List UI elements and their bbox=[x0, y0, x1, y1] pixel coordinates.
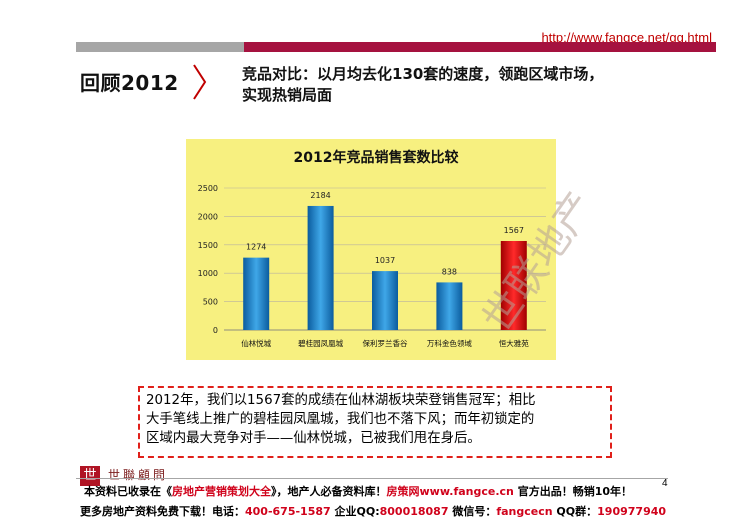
y-tick-label: 1500 bbox=[198, 241, 218, 250]
footer-divider bbox=[76, 478, 668, 479]
source-url[interactable]: http://www.fangce.net/gg.html bbox=[541, 30, 712, 45]
x-tick-label: 仙林悦城 bbox=[241, 338, 271, 348]
badge-label: 回顾2012 bbox=[80, 71, 179, 95]
footer-text: 更多房地产资料免费下载！电话： bbox=[80, 505, 245, 518]
footer-book-link[interactable]: 房地产营销策划大全 bbox=[172, 485, 271, 498]
x-tick-label: 万科金色领域 bbox=[427, 338, 472, 348]
bar-2 bbox=[307, 205, 334, 330]
footer-text: 本资料已收录在《 bbox=[84, 485, 172, 498]
header-bar-red bbox=[244, 42, 716, 52]
slide-headline: 竞品对比：以月均去化130套的速度，领跑区域市场， 实现热销局面 bbox=[242, 64, 702, 106]
footer-contact-row: 更多房地产资料免费下载！电话：400-675-1587 企业QQ:8000180… bbox=[80, 503, 666, 519]
footer-promo-row: 本资料已收录在《房地产营销策划大全》，地产人必备资料库！房策网www.fangc… bbox=[84, 483, 632, 499]
x-tick-label: 保利罗兰香谷 bbox=[363, 338, 408, 348]
chart-canvas: 2012年竞品销售套数比较 0 500 1000 1500 2000 2500 1274 仙林… bbox=[198, 149, 546, 348]
footer-qq[interactable]: 800018087 bbox=[379, 505, 449, 518]
footer-text: 企业QQ: bbox=[330, 505, 380, 518]
footer-wechat[interactable]: fangcecn bbox=[496, 505, 553, 518]
bar-5 bbox=[500, 240, 527, 330]
x-tick-label: 碧桂园凤凰城 bbox=[298, 338, 343, 348]
bar-4 bbox=[436, 282, 463, 330]
y-tick-label: 0 bbox=[213, 326, 218, 335]
section-badge: 回顾2012 bbox=[76, 64, 210, 100]
data-label: 838 bbox=[442, 267, 457, 276]
y-tick-label: 2500 bbox=[198, 184, 218, 193]
data-label: 1274 bbox=[246, 243, 266, 252]
header-bar-gray bbox=[76, 42, 244, 52]
summary-box: 2012年，我们以1567套的成绩在仙林湖板块荣登销售冠军；相比 大手笔线上推广… bbox=[138, 386, 612, 458]
data-label: 1567 bbox=[504, 226, 524, 235]
data-label: 1037 bbox=[375, 256, 395, 265]
headline-line-1: 竞品对比：以月均去化130套的速度，领跑区域市场， bbox=[242, 65, 604, 83]
headline-line-2: 实现热销局面 bbox=[242, 86, 333, 104]
data-label: 2184 bbox=[310, 191, 330, 200]
y-tick-label: 500 bbox=[203, 298, 218, 307]
footer-text: 官方出品！畅销10年！ bbox=[513, 485, 633, 498]
summary-line-1: 2012年，我们以1567套的成绩在仙林湖板块荣登销售冠军；相比 bbox=[146, 393, 536, 408]
footer-text: 微信号： bbox=[448, 505, 497, 518]
footer-site-link[interactable]: 房策网www.fangce.cn bbox=[386, 485, 514, 498]
footer-qq-group[interactable]: 190977940 bbox=[597, 505, 667, 518]
bar-3 bbox=[372, 271, 398, 330]
chart-title: 2012年竞品销售套数比较 bbox=[294, 149, 459, 166]
x-tick-label: 恒大雅苑 bbox=[499, 338, 529, 348]
footer-text: QQ群： bbox=[552, 505, 598, 518]
company-logo: 世 bbox=[80, 466, 100, 486]
chevron-right-icon bbox=[193, 64, 207, 100]
y-tick-label: 1000 bbox=[198, 269, 218, 278]
company-brand: 世聯顧問 bbox=[108, 468, 169, 482]
footer-phone[interactable]: 400-675-1587 bbox=[245, 505, 331, 518]
summary-line-3: 区域内最大竞争对手——仙林悦城，已被我们甩在身后。 bbox=[146, 431, 481, 446]
summary-line-2: 大手笔线上推广的碧桂园凤凰城，我们也不落下风；而年初锁定的 bbox=[146, 412, 535, 427]
sales-chart: 2012年竞品销售套数比较 0 500 1000 1500 2000 2500 1274 仙林… bbox=[186, 139, 604, 360]
y-tick-label: 2000 bbox=[198, 212, 218, 221]
page-number: 4 bbox=[662, 478, 668, 489]
bar-1 bbox=[243, 257, 270, 330]
footer-text: 》，地产人必备资料库！ bbox=[271, 485, 387, 498]
